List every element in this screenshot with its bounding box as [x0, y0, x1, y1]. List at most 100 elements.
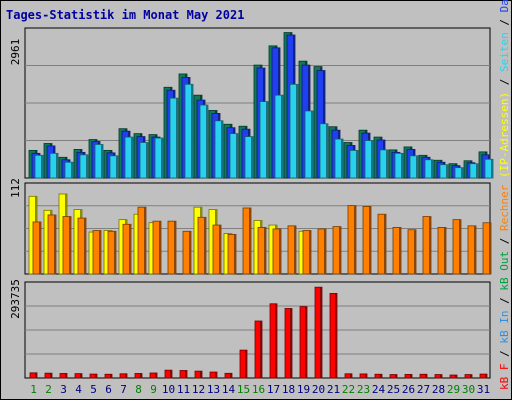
- middle-bar-shade-besuche-day-1: [39, 221, 41, 274]
- middle-bar-shade-besuche-day-21: [339, 226, 341, 274]
- bottom-bar-shade-kb-f-day-19: [305, 306, 307, 378]
- top-bar-shade-seiten-day-27: [431, 159, 433, 178]
- top-bar-shade-seiten-day-30: [476, 163, 478, 178]
- bottom-bar-shade-kb-f-day-16: [260, 320, 262, 378]
- right-legend-part-8: [498, 178, 511, 185]
- middle-bar-shade-besuche-day-13: [219, 225, 221, 274]
- middle-bar-shade-besuche-day-28: [444, 227, 446, 274]
- middle-bar-shade-besuche-day-10: [174, 221, 176, 274]
- right-legend-part-3: kB In: [498, 311, 511, 344]
- middle-bar-shade-besuche-day-7: [129, 224, 131, 274]
- x-tick-day-4: 4: [75, 383, 82, 396]
- top-bar-shade-seiten-day-11: [191, 84, 193, 178]
- top-bar-shade-seiten-day-10: [176, 98, 178, 178]
- middle-bar-shade-besuche-day-9: [159, 221, 161, 274]
- top-bar-shade-seiten-day-24: [386, 149, 388, 178]
- top-bar-shade-seiten-day-25: [401, 153, 403, 178]
- top-ymax-label: 2961: [9, 39, 22, 66]
- top-bar-shade-seiten-day-19: [311, 110, 313, 178]
- bottom-bar-shade-kb-f-day-20: [320, 287, 322, 378]
- x-tick-day-16: 16: [252, 383, 265, 396]
- bottom-bar-shade-kb-f-day-11: [185, 370, 187, 378]
- bottom-bar-shade-kb-f-day-21: [335, 293, 337, 378]
- bottom-bar-shade-kb-f-day-28: [440, 374, 442, 378]
- panel-requests-files-pages: [24, 27, 494, 179]
- x-tick-day-20: 20: [312, 383, 325, 396]
- bottom-bar-shade-kb-f-day-5: [95, 374, 97, 378]
- bottom-bar-shade-kb-f-day-15: [245, 350, 247, 378]
- x-tick-day-19: 19: [297, 383, 310, 396]
- right-legend-part-4: /: [498, 291, 511, 311]
- middle-bar-shade-besuche-day-25: [399, 227, 401, 274]
- top-bar-shade-seiten-day-22: [356, 150, 358, 178]
- top-bar-shade-seiten-day-17: [281, 95, 283, 178]
- panel-visits-hosts: [24, 182, 492, 275]
- x-tick-day-12: 12: [192, 383, 205, 396]
- middle-bar-shade-besuche-day-30: [474, 225, 476, 274]
- top-bar-shade-seiten-day-20: [326, 123, 328, 178]
- bottom-bar-shade-kb-f-day-13: [215, 372, 217, 378]
- x-tick-day-10: 10: [162, 383, 175, 396]
- x-tick-day-18: 18: [282, 383, 295, 396]
- x-tick-day-6: 6: [105, 383, 112, 396]
- x-tick-day-17: 17: [267, 383, 280, 396]
- x-tick-day-23: 23: [357, 383, 370, 396]
- x-tick-day-25: 25: [387, 383, 400, 396]
- bottom-bar-shade-kb-f-day-14: [230, 373, 232, 378]
- top-bar-shade-seiten-day-2: [56, 153, 58, 178]
- middle-bar-shade-besuche-day-29: [459, 219, 461, 274]
- bottom-bar-shade-kb-f-day-22: [350, 373, 352, 378]
- x-tick-day-27: 27: [417, 383, 430, 396]
- top-bar-shade-seiten-day-4: [86, 154, 88, 178]
- right-legend-part-10: /: [498, 72, 511, 92]
- x-tick-day-9: 9: [150, 383, 157, 396]
- middle-bar-shade-besuche-day-27: [429, 216, 431, 274]
- top-bar-shade-seiten-day-13: [221, 120, 223, 178]
- middle-ymax-label: 112: [9, 178, 22, 198]
- top-bar-shade-seiten-day-5: [101, 144, 103, 178]
- bottom-bar-shade-kb-f-day-18: [290, 308, 292, 378]
- x-tick-day-31: 31: [477, 383, 490, 396]
- panel-kilobytes: [24, 281, 491, 379]
- bottom-bar-shade-kb-f-day-12: [200, 371, 202, 378]
- x-tick-day-8: 8: [135, 383, 142, 396]
- bottom-bar-shade-kb-f-day-9: [155, 372, 157, 378]
- top-bar-shade-seiten-day-16: [266, 101, 268, 178]
- bottom-bar-shade-kb-f-day-8: [140, 373, 142, 378]
- middle-bar-shade-besuche-day-8: [144, 207, 146, 274]
- x-tick-day-28: 28: [432, 383, 445, 396]
- bottom-bar-shade-kb-f-day-7: [125, 373, 127, 378]
- middle-bar-shade-besuche-day-23: [369, 206, 371, 274]
- right-legend-part-7: Rechner: [498, 184, 511, 231]
- x-tick-day-14: 14: [222, 383, 236, 396]
- bottom-bar-shade-kb-f-day-10: [170, 370, 172, 378]
- x-tick-day-29: 29: [447, 383, 460, 396]
- x-tick-day-30: 30: [462, 383, 475, 396]
- top-bar-shade-seiten-day-28: [446, 164, 448, 178]
- bottom-bar-shade-kb-f-day-27: [425, 374, 427, 378]
- top-bar-shade-seiten-day-26: [416, 155, 418, 178]
- x-tick-day-3: 3: [60, 383, 67, 396]
- middle-bar-shade-besuche-day-3: [69, 216, 71, 274]
- right-legend-part-2: /: [498, 344, 511, 364]
- middle-bar-shade-besuche-day-31: [489, 222, 491, 274]
- middle-bar-shade-besuche-day-2: [54, 214, 56, 274]
- top-bar-shade-seiten-day-18: [296, 84, 298, 178]
- bottom-bar-shade-kb-f-day-2: [50, 373, 52, 378]
- x-tick-labels: 1 2 3 4 5 6 7 8 9 10 11 12 13 14 15 16 17 18 19 20 21 22 23 24 2…: [30, 383, 490, 396]
- x-tick-day-13: 13: [207, 383, 220, 396]
- bottom-ymax-label: 293735: [9, 279, 22, 319]
- x-tick-day-24: 24: [372, 383, 386, 396]
- right-legend-part-13: Dateien: [498, 0, 511, 12]
- top-bar-shade-seiten-day-31: [491, 159, 493, 178]
- top-bar-shade-seiten-day-14: [236, 133, 238, 178]
- bottom-bar-shade-kb-f-day-24: [380, 374, 382, 378]
- right-legend-part-9: (IP-Adressen): [498, 92, 511, 178]
- top-bar-shade-seiten-day-21: [341, 139, 343, 178]
- x-tick-day-5: 5: [90, 383, 97, 396]
- bottom-bar-shade-kb-f-day-23: [365, 373, 367, 378]
- x-tick-day-11: 11: [177, 383, 190, 396]
- right-legend-label: kB F / kB In / kB Out / Rechner (IP-Adre…: [498, 0, 511, 390]
- bottom-bar-shade-kb-f-day-1: [35, 372, 37, 378]
